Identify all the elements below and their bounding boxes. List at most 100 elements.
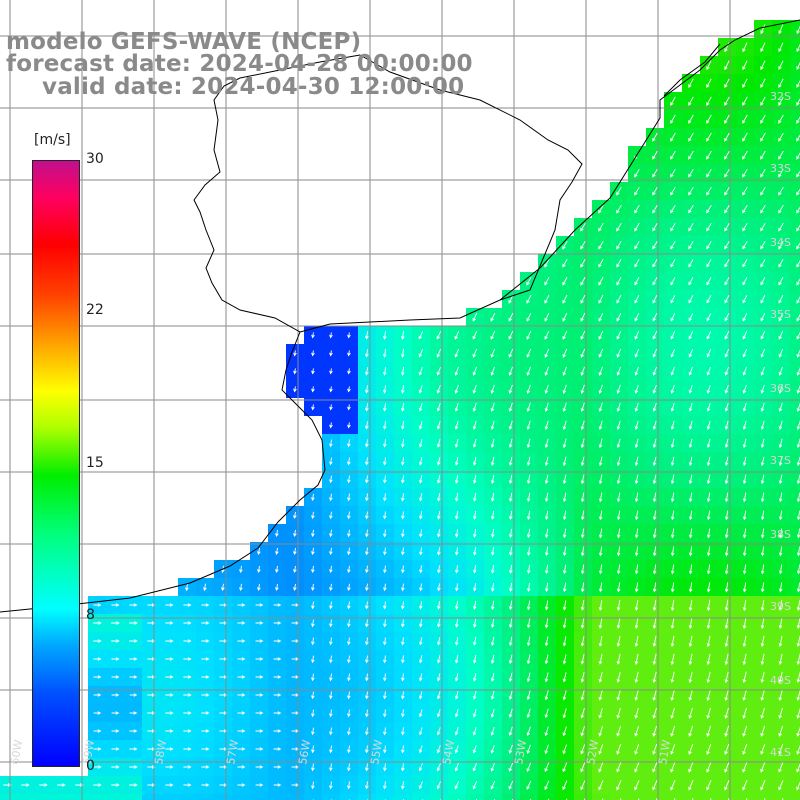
- wind-arrow: [760, 635, 765, 648]
- wind-arrow: [347, 673, 351, 682]
- field-cell: [250, 794, 268, 800]
- wind-arrow: [311, 709, 315, 718]
- wind-vectors: [3, 24, 800, 800]
- wind-arrow: [364, 493, 369, 502]
- wind-arrow: [490, 708, 495, 718]
- wind-arrow: [760, 671, 765, 684]
- field-cell: [790, 38, 800, 56]
- wind-arrow: [526, 780, 532, 790]
- wind-arrow: [670, 186, 676, 196]
- wind-arrow: [562, 672, 567, 683]
- wind-arrow: [706, 114, 712, 124]
- wind-arrow: [544, 528, 549, 539]
- wind-arrow: [562, 258, 568, 268]
- wind-arrow: [201, 621, 210, 625]
- wind-arrow: [401, 565, 405, 574]
- wind-arrow: [706, 402, 711, 412]
- wind-arrow: [670, 510, 675, 521]
- longitude-label: 57W: [224, 739, 241, 766]
- wind-arrow: [742, 456, 747, 467]
- wind-arrow: [454, 583, 459, 592]
- field-cell: [682, 794, 700, 800]
- wind-arrow: [760, 599, 765, 612]
- wind-arrow: [436, 384, 441, 394]
- wind-arrow: [688, 186, 694, 196]
- wind-arrow: [796, 43, 800, 53]
- wind-arrow: [472, 348, 478, 358]
- wind-arrow: [598, 438, 603, 449]
- wind-arrow: [652, 707, 657, 719]
- wind-arrow: [418, 349, 424, 358]
- wind-arrow: [706, 384, 711, 394]
- wind-arrow: [670, 277, 676, 286]
- wind-arrow: [760, 204, 766, 214]
- wind-arrow: [706, 474, 711, 485]
- wind-arrow: [796, 744, 800, 755]
- wind-arrow: [364, 763, 369, 772]
- wind-arrow: [382, 349, 387, 358]
- wind-arrow: [436, 727, 441, 736]
- wind-arrow: [562, 528, 567, 539]
- wind-arrow: [562, 384, 567, 395]
- field-cell: [790, 128, 800, 146]
- wind-arrow: [544, 636, 549, 647]
- wind-arrow: [329, 763, 333, 772]
- wind-arrow: [562, 600, 567, 611]
- wind-arrow: [634, 222, 640, 232]
- wind-arrow: [347, 637, 351, 646]
- wind-arrow: [329, 745, 333, 754]
- wind-arrow: [706, 689, 711, 702]
- wind-arrow: [165, 657, 174, 661]
- wind-arrow: [778, 635, 783, 648]
- wind-arrow: [454, 547, 459, 556]
- wind-arrow: [275, 547, 279, 556]
- wind-arrow: [364, 403, 369, 412]
- wind-arrow: [598, 366, 603, 376]
- wind-arrow: [382, 493, 387, 502]
- wind-arrow: [273, 747, 282, 751]
- wind-arrow: [670, 420, 675, 431]
- wind-arrow: [706, 205, 712, 214]
- wind-arrow: [508, 474, 513, 485]
- wind-arrow: [454, 529, 459, 538]
- wind-arrow: [544, 618, 549, 629]
- wind-arrow: [724, 78, 730, 89]
- wind-arrow: [652, 150, 658, 160]
- wind-arrow: [400, 709, 405, 718]
- wind-arrow: [147, 783, 156, 787]
- wind-arrow: [418, 745, 423, 754]
- wind-arrow: [472, 366, 477, 376]
- wind-arrow: [634, 276, 640, 286]
- wind-arrow: [580, 366, 585, 376]
- field-cell: [358, 794, 376, 800]
- wind-arrow: [724, 241, 730, 250]
- wind-arrow: [255, 657, 264, 661]
- wind-arrow: [778, 780, 784, 791]
- field-cell: [790, 380, 800, 398]
- wind-arrow: [526, 672, 531, 683]
- wind-arrow: [400, 493, 405, 502]
- wind-arrow: [580, 384, 585, 395]
- wind-arrow: [364, 439, 369, 448]
- wind-arrow: [724, 402, 729, 412]
- wind-arrow: [129, 711, 138, 715]
- wind-arrow: [544, 420, 549, 431]
- wind-arrow: [418, 331, 424, 340]
- wind-arrow: [219, 675, 228, 679]
- wind-arrow: [796, 206, 800, 214]
- wind-arrow: [454, 619, 459, 628]
- wind-arrow: [472, 727, 477, 736]
- wind-arrow: [760, 24, 766, 35]
- field-cell: [790, 524, 800, 542]
- wind-arrow: [742, 205, 748, 214]
- model-title: modelo GEFS-WAVE (NCEP): [6, 29, 362, 55]
- wind-arrow: [616, 348, 622, 358]
- wind-arrow: [490, 312, 496, 322]
- wind-arrow: [273, 675, 282, 679]
- wind-arrow: [688, 349, 694, 358]
- wind-arrow: [454, 691, 459, 700]
- wind-arrow: [706, 492, 711, 503]
- field-cell: [0, 794, 16, 800]
- wind-arrow: [436, 745, 441, 754]
- wind-arrow: [436, 619, 441, 628]
